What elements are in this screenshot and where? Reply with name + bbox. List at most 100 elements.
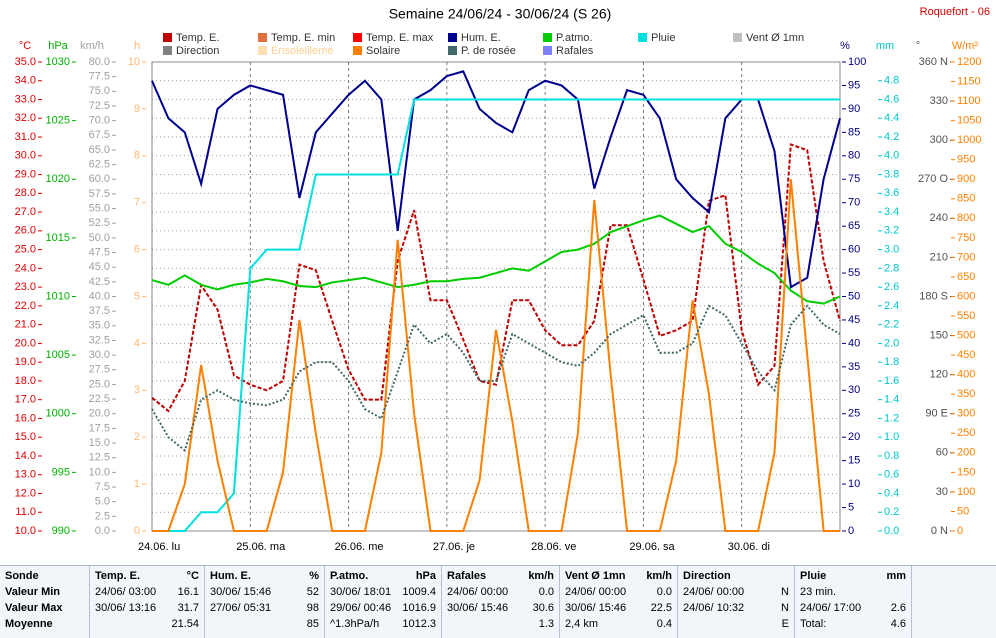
summary-row: 24/06/ 00:00 N — [683, 584, 789, 600]
y-tick-label: 26.0 — [15, 225, 36, 237]
legend-swatch — [733, 33, 742, 42]
y-tick-label: 1100 — [957, 95, 981, 107]
legend-label: Direction — [176, 45, 219, 57]
y-tick-label: 60 — [848, 244, 860, 256]
group-unit: % — [309, 570, 319, 582]
summary-group: Temp. E. °C 24/06/ 03:00 16.1 30/06/ 13:16 31… — [90, 566, 205, 638]
y-tick-label: 100 — [848, 56, 866, 68]
x-tick-label: 27.06. je — [433, 541, 475, 553]
y-tick-label: 5.0 — [95, 496, 110, 508]
group-header: Hum. E.% — [210, 568, 319, 584]
y-tick-label: 300 — [930, 134, 948, 146]
y-tick-label: 11.0 — [15, 506, 36, 518]
y-tick-label: 150 — [957, 466, 975, 478]
y-tick-label: 240 — [930, 212, 948, 224]
y-tick-label: 72.5 — [89, 100, 110, 112]
y-tick-label: 30.0 — [15, 150, 36, 162]
group-name: Temp. E. — [95, 570, 141, 582]
y-tick-label: 4.6 — [884, 93, 899, 105]
summary-row: 24/06/ 17:00 2.6 — [800, 600, 906, 616]
y-tick-label: 65.0 — [89, 144, 110, 156]
y-tick-label: 8 — [134, 150, 140, 162]
x-tick-label: 30.06. di — [728, 541, 770, 553]
y-tick-label: 35 — [848, 361, 860, 373]
y-tick-label: 4.4 — [884, 112, 899, 124]
legend-swatch — [448, 46, 457, 55]
series-line — [151, 304, 841, 453]
summary-value: 0.4 — [656, 618, 672, 630]
summary-date: 29/06/ 00:46 — [330, 602, 392, 614]
group-header: P.atmo. hPa — [330, 568, 436, 584]
y-tick-label: 950 — [957, 154, 975, 166]
legend-swatch — [163, 33, 172, 42]
y-tick-label: 95 — [848, 79, 860, 91]
y-tick-label: 330 — [930, 95, 948, 107]
y-tick-label: 0 N — [931, 525, 948, 537]
y-tick-label: 0 — [134, 525, 140, 537]
group-header: Pluie mm — [800, 568, 906, 584]
y-tick-label: 0.8 — [884, 450, 899, 462]
summary-date: 2,4 km — [565, 618, 599, 630]
y-tick-label: 30 — [936, 486, 948, 498]
y-tick-label: 4.0 — [884, 150, 899, 162]
y-tick-label: 2.5 — [95, 510, 110, 522]
summary-date: 30/06/ 13:16 — [95, 602, 157, 614]
y-tick-label: 2.2 — [884, 319, 899, 331]
y-tick-label: 27.0 — [15, 206, 36, 218]
summary-date: 23 min. — [800, 586, 837, 598]
legend-swatch — [543, 33, 552, 42]
summary-date: 24/06/ 00:00 — [683, 586, 745, 598]
summary-row: 30/06/ 13:16 31.7 — [95, 600, 199, 616]
y-tick-label: 34.0 — [15, 75, 36, 87]
summary-date: 24/06/ 10:32 — [683, 602, 745, 614]
summary-value: 85 — [306, 618, 319, 630]
legend-swatch — [258, 33, 267, 42]
y-tick-label: 18.0 — [15, 375, 36, 387]
y-tick-label: 1005 — [46, 349, 70, 361]
group-name: Vent Ø 1mn — [565, 570, 626, 582]
summary-date: 30/06/ 15:46 — [565, 602, 627, 614]
y-tick-label: 12.5 — [89, 452, 110, 464]
y-tick-label: 15.0 — [15, 431, 36, 443]
summary-group: P.atmo. hPa 30/06/ 18:01 1009.4 29/06/ 00:46… — [325, 566, 442, 638]
legend-swatch — [258, 46, 267, 55]
y-tick-label: 40 — [848, 337, 860, 349]
summary-group: Hum. E.% 30/06/ 15:46 52 27/06/ 05:31 98 85 — [205, 566, 325, 638]
y-tick-label: 300 — [957, 408, 975, 420]
chart-title: Semaine 24/06/24 - 30/06/24 (S 26) — [389, 6, 612, 22]
summary-row: 21.54 — [95, 616, 199, 632]
y-tick-label: 67.5 — [89, 129, 110, 141]
summary-value: N — [781, 602, 789, 614]
group-unit: hPa — [415, 570, 436, 582]
y-tick-label: 60.0 — [89, 173, 110, 185]
y-tick-label: 270 O — [918, 173, 948, 185]
summary-date: 27/06/ 05:31 — [210, 602, 272, 614]
legend-label: Solaire — [366, 45, 400, 57]
y-tick-label: 500 — [957, 329, 975, 341]
y-tick-label: 700 — [957, 251, 975, 263]
legend-label: Temp. E. — [176, 32, 219, 44]
y-tick-label: 2.4 — [884, 300, 899, 312]
chart: Semaine 24/06/24 - 30/06/24 (S 26) Roque… — [15, 6, 990, 553]
axis-unit: mm — [876, 40, 894, 52]
y-tick-label: 650 — [957, 271, 975, 283]
group-name: P.atmo. — [330, 570, 369, 582]
x-tick-label: 24.06. lu — [138, 541, 180, 553]
y-tick-label: 2.8 — [884, 262, 899, 274]
summary-row: 24/06/ 03:00 16.1 — [95, 584, 199, 600]
y-tick-label: 32.5 — [89, 334, 110, 346]
y-tick-label: 17.5 — [89, 422, 110, 434]
y-tick-label: 850 — [957, 193, 975, 205]
summary-group: Direction 24/06/ 00:00 N 24/06/ 10:32 N E — [678, 566, 795, 638]
y-tick-label: 0 — [957, 525, 963, 537]
axis-unit: % — [840, 40, 850, 52]
y-tick-label: 0.2 — [884, 506, 899, 518]
summary-group: Vent Ø 1mn km/h 24/06/ 00:00 0.0 30/06/ 15:4… — [560, 566, 678, 638]
y-tick-label: 80.0 — [89, 56, 110, 68]
group-unit: mm — [886, 570, 906, 582]
y-tick-label: 16.0 — [15, 412, 36, 424]
y-tick-label: 57.5 — [89, 188, 110, 200]
y-tick-label: 210 — [930, 251, 948, 263]
summary-value: 4.6 — [890, 618, 906, 630]
summary-date: 24/06/ 00:00 — [565, 586, 627, 598]
